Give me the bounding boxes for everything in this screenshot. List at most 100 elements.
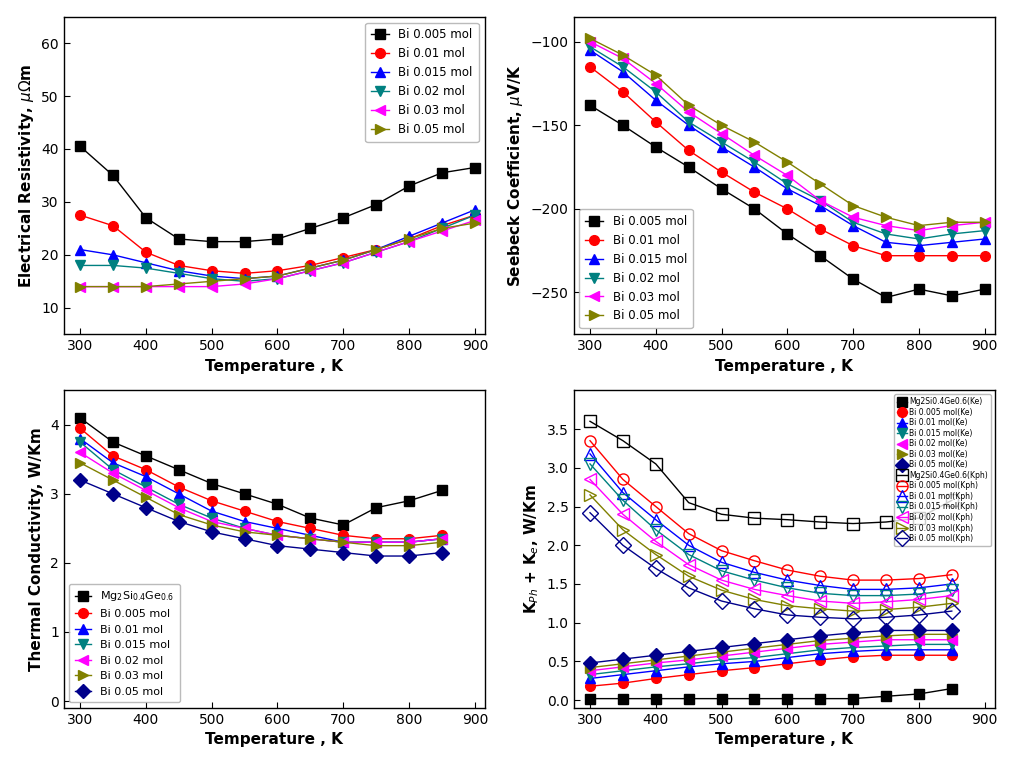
Line: Bi 0.015 mol(Kph): Bi 0.015 mol(Kph) [584,458,957,601]
X-axis label: Temperature , K: Temperature , K [205,358,343,374]
Bi 0.02 mol [715,138,727,147]
Bi 0.015 mol [271,531,283,540]
Mg2Si0.4Ge0.6(Kph) [847,519,860,528]
Line: Bi 0.01 mol: Bi 0.01 mol [585,62,990,261]
Bi 0.03 mol [173,282,185,291]
Bi 0.005 mol [74,424,86,433]
Mg2Si0.4Ge0.6(Kph) [781,515,793,524]
Bi 0.005 mol [173,482,185,491]
Bi 0.03 mol [912,226,925,235]
Bi 0.005 mol [140,465,152,474]
Bi 0.05 mol [271,271,283,280]
Bi 0.02 mol [649,87,661,96]
Bi 0.005 mol [617,121,629,130]
Bi 0.01 mol [468,211,481,220]
Line: Bi 0.015 mol(Ke): Bi 0.015 mol(Ke) [585,639,957,679]
Bi 0.01 mol [847,241,860,251]
Bi 0.01 mol(Ke) [912,646,925,655]
Bi 0.02 mol [74,448,86,457]
Bi 0.01 mol [781,204,793,213]
Bi 0.015 mol(Ke) [617,666,629,675]
Bi 0.015 mol(Ke) [683,659,695,668]
Line: Bi 0.005 mol: Bi 0.005 mol [75,141,480,247]
Bi 0.01 mol [649,118,661,127]
Bi 0.005 mol(Kph) [814,571,826,581]
Bi 0.03 mol(Ke) [617,659,629,668]
Bi 0.015 mol [880,238,892,247]
Bi 0.02 mol(Kph) [584,475,596,484]
Bi 0.02 mol(Kph) [912,595,925,604]
Bi 0.02 mol(Ke) [617,662,629,672]
Bi 0.05 mol(Ke) [683,647,695,656]
Bi 0.02 mol [978,226,991,235]
Bi 0.05 mol [584,34,596,43]
Bi 0.015 mol [649,96,661,105]
Bi 0.02 mol [403,538,416,547]
Bi 0.05 mol [436,548,448,557]
Mg$_2$Si$_{0.4}$Ge$_{0.6}$ [140,452,152,461]
Bi 0.015 mol [205,513,217,523]
Bi 0.05 mol [715,121,727,130]
Bi 0.01 mol [205,266,217,275]
Bi 0.005 mol(Kph) [880,575,892,584]
Bi 0.02 mol(Ke) [847,637,860,646]
Bi 0.01 mol [74,434,86,443]
Bi 0.05 mol [814,180,826,189]
Line: Bi 0.05 mol: Bi 0.05 mol [75,219,480,292]
Bi 0.05 mol(Ke) [649,651,661,660]
Bi 0.01 mol(Kph) [649,515,661,524]
Bi 0.05 mol [107,489,119,498]
Bi 0.015 mol [847,221,860,230]
Mg$_2$Si$_{0.4}$Ge$_{0.6}$ [436,486,448,495]
X-axis label: Temperature , K: Temperature , K [715,733,853,747]
Mg2Si0.4Ge0.6(Ke) [880,691,892,701]
Bi 0.03 mol [239,280,251,289]
Bi 0.015 mol [304,534,316,543]
Line: Bi 0.005 mol: Bi 0.005 mol [585,100,990,303]
Bi 0.005 mol [978,284,991,293]
Bi 0.05 mol [946,218,958,227]
Bi 0.02 mol [205,274,217,283]
Bi 0.01 mol [173,489,185,498]
Bi 0.03 mol [107,475,119,484]
Bi 0.01 mol(Kph) [781,575,793,584]
Bi 0.015 mol(Ke) [880,641,892,650]
Bi 0.02 mol [781,180,793,189]
Bi 0.01 mol [946,251,958,261]
Bi 0.02 mol [173,503,185,513]
Bi 0.015 mol(Kph) [749,575,761,584]
Mg2Si0.4Ge0.6(Ke) [781,694,793,703]
Mg2Si0.4Ge0.6(Kph) [912,513,925,523]
Bi 0.05 mol(Ke) [617,655,629,664]
Line: Bi 0.015 mol: Bi 0.015 mol [75,205,480,283]
Bi 0.02 mol(Kph) [749,584,761,594]
Bi 0.05 mol [304,545,316,554]
Bi 0.01 mol(Kph) [912,583,925,592]
Bi 0.005 mol [403,182,416,191]
Mg2Si0.4Ge0.6(Kph) [683,498,695,507]
Mg$_2$Si$_{0.4}$Ge$_{0.6}$ [173,465,185,474]
Bi 0.005 mol(Kph) [683,529,695,538]
Line: Bi 0.03 mol: Bi 0.03 mol [75,215,480,292]
Bi 0.03 mol(Ke) [584,663,596,672]
X-axis label: Temperature , K: Temperature , K [205,733,343,747]
Bi 0.03 mol(Kph) [946,599,958,608]
Mg2Si0.4Ge0.6(Kph) [649,459,661,468]
Bi 0.015 mol [271,271,283,280]
Line: Bi 0.01 mol(Kph): Bi 0.01 mol(Kph) [584,448,957,595]
Bi 0.02 mol [436,224,448,233]
Bi 0.01 mol [880,251,892,261]
Bi 0.01 mol [140,472,152,481]
Bi 0.02 mol(Kph) [814,597,826,606]
Bi 0.03 mol [617,54,629,63]
Bi 0.01 mol [683,146,695,155]
Line: Mg2Si0.4Ge0.6(Kph): Mg2Si0.4Ge0.6(Kph) [584,416,957,529]
Bi 0.01 mol [370,538,382,547]
Bi 0.01 mol(Ke) [749,657,761,666]
Mg2Si0.4Ge0.6(Ke) [749,694,761,703]
Bi 0.03 mol [814,196,826,205]
Mg$_2$Si$_{0.4}$Ge$_{0.6}$ [74,413,86,422]
Bi 0.03 mol [337,538,350,547]
Mg$_2$Si$_{0.4}$Ge$_{0.6}$ [370,503,382,513]
Bi 0.01 mol(Ke) [880,646,892,655]
